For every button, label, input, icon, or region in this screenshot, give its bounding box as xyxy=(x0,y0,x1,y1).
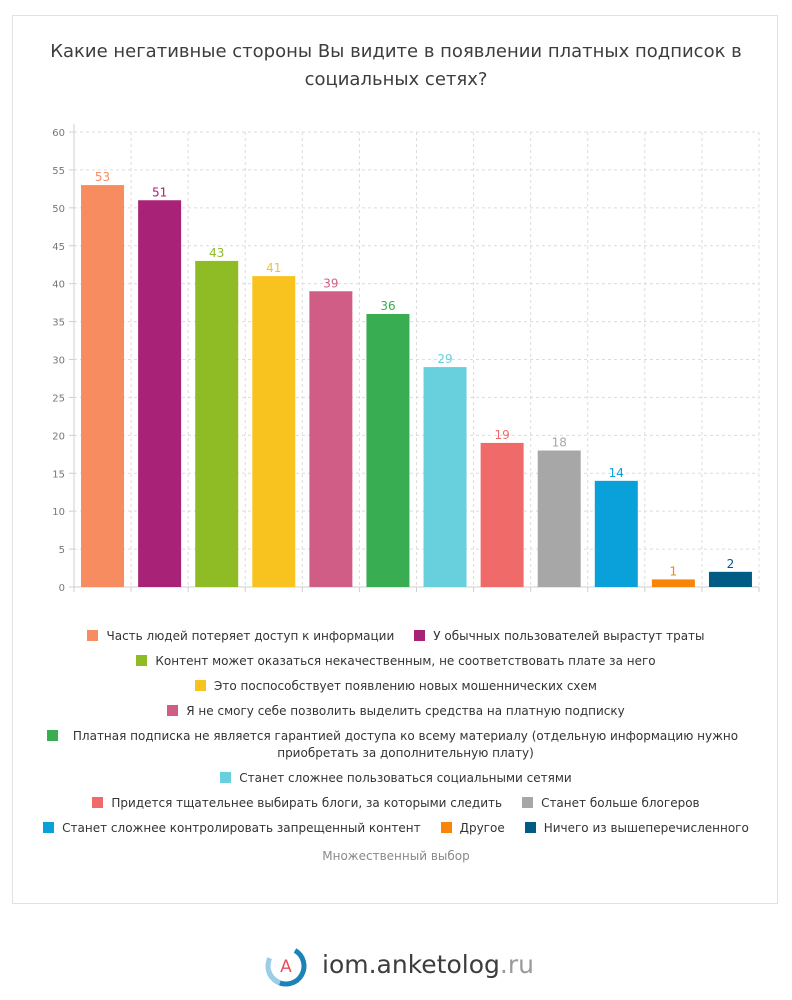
legend-row: Станет сложнее пользоваться социальными … xyxy=(33,770,759,787)
anketolog-logo-icon: A xyxy=(265,945,307,987)
legend-item[interactable]: Ничего из вышеперечисленного xyxy=(524,820,749,837)
legend-swatch xyxy=(440,822,452,833)
bar xyxy=(252,276,296,587)
legend-label: Это поспособствует появлению новых мошен… xyxy=(214,679,597,693)
legend-swatch xyxy=(195,680,207,691)
bar xyxy=(480,442,524,587)
bar-value-label: 14 xyxy=(609,466,624,480)
bar-value-label: 29 xyxy=(437,352,452,366)
legend-label: Станет сложнее пользоваться социальными … xyxy=(239,771,572,785)
bar-value-label: 51 xyxy=(152,185,167,199)
legend-swatch xyxy=(167,705,179,716)
y-tick-label: 25 xyxy=(52,393,65,404)
y-tick-label: 20 xyxy=(52,431,65,442)
legend-swatch xyxy=(414,630,426,641)
legend-swatch xyxy=(136,655,148,666)
y-tick-label: 60 xyxy=(52,128,65,139)
bar xyxy=(81,185,125,588)
svg-text:A: A xyxy=(280,957,292,977)
legend-row: Часть людей потеряет доступ к информации… xyxy=(33,628,759,645)
y-tick-label: 5 xyxy=(59,545,65,556)
chart-legend: Часть людей потеряет доступ к информации… xyxy=(33,628,759,845)
legend-item[interactable]: Другое xyxy=(440,820,505,837)
bar-value-label: 43 xyxy=(209,246,224,260)
chart-card: Какие негативные стороны Вы видите в поя… xyxy=(12,15,778,904)
bar xyxy=(708,571,752,587)
legend-swatch xyxy=(87,630,99,641)
legend-row: Я не смогу себе позволить выделить средс… xyxy=(33,703,759,720)
y-tick-label: 35 xyxy=(52,318,65,329)
legend-swatch xyxy=(43,822,55,833)
legend-label: Часть людей потеряет доступ к информации xyxy=(106,629,395,643)
legend-item[interactable]: Часть людей потеряет доступ к информации xyxy=(87,628,394,645)
legend-label: Станет больше блогеров xyxy=(541,796,700,810)
legend-label: Другое xyxy=(459,821,505,835)
y-tick-label: 50 xyxy=(52,204,65,215)
y-tick-label: 45 xyxy=(52,242,65,253)
y-tick-label: 10 xyxy=(52,507,65,518)
legend-swatch xyxy=(220,772,232,783)
bar-value-label: 36 xyxy=(380,299,395,313)
y-tick-label: 30 xyxy=(52,356,65,367)
y-tick-label: 0 xyxy=(59,583,65,594)
legend-swatch xyxy=(46,730,58,741)
multiple-choice-note: Множественный выбор xyxy=(322,849,470,863)
legend-row: Придется тщательнее выбирать блоги, за к… xyxy=(33,795,759,812)
legend-swatch xyxy=(522,797,534,808)
legend-item[interactable]: У обычных пользователей вырастут траты xyxy=(414,628,705,645)
bar-value-label: 53 xyxy=(95,170,110,184)
y-tick-label: 15 xyxy=(52,469,65,480)
legend-item[interactable]: Станет сложнее пользоваться социальными … xyxy=(220,770,572,787)
legend-item[interactable]: Я не смогу себе позволить выделить средс… xyxy=(167,703,625,720)
legend-item[interactable]: Контент может оказаться некачественным, … xyxy=(136,653,656,670)
bar xyxy=(309,291,353,587)
anketolog-logo[interactable]: A iom.anketolog.ru xyxy=(264,944,534,988)
legend-swatch xyxy=(92,797,104,808)
bar xyxy=(423,367,467,587)
legend-label: Я не смогу себе позволить выделить средс… xyxy=(186,704,625,718)
legend-item[interactable]: Платная подписка не является гарантией д… xyxy=(46,728,746,762)
bar-value-label: 39 xyxy=(323,276,338,290)
bar-value-label: 2 xyxy=(727,557,735,571)
y-tick-label: 40 xyxy=(52,280,65,291)
legend-item[interactable]: Станет больше блогеров xyxy=(522,795,700,812)
bar xyxy=(651,579,695,587)
legend-label: Придется тщательнее выбирать блоги, за к… xyxy=(111,796,503,810)
legend-label: Станет сложнее контролировать запрещенны… xyxy=(62,821,421,835)
bar xyxy=(195,260,239,587)
legend-label: Контент может оказаться некачественным, … xyxy=(155,654,656,668)
legend-swatch xyxy=(524,822,536,833)
legend-row: Контент может оказаться некачественным, … xyxy=(33,653,759,670)
legend-label: У обычных пользователей вырастут траты xyxy=(433,629,705,643)
legend-item[interactable]: Станет сложнее контролировать запрещенны… xyxy=(43,820,421,837)
bar-value-label: 18 xyxy=(552,436,567,450)
y-tick-label: 55 xyxy=(52,166,65,177)
bar-value-label: 19 xyxy=(494,428,509,442)
bar xyxy=(366,314,410,587)
bar xyxy=(594,480,638,587)
bar-chart: 0 5 10 15 20 25 30 35 40 45 50 55 60 53 51 43 41 39 36 29 19… xyxy=(52,124,760,594)
logo-wordmark: iom.anketolog.ru xyxy=(322,950,534,979)
legend-item[interactable]: Придется тщательнее выбирать блоги, за к… xyxy=(92,795,502,812)
legend-label: Платная подписка не является гарантией д… xyxy=(72,729,739,760)
bar xyxy=(537,450,581,587)
legend-row: Станет сложнее контролировать запрещенны… xyxy=(33,820,759,837)
legend-item[interactable]: Это поспособствует появлению новых мошен… xyxy=(195,678,597,695)
legend-row: Это поспособствует появлению новых мошен… xyxy=(33,678,759,695)
legend-label: Ничего из вышеперечисленного xyxy=(543,821,749,835)
bar-value-label: 1 xyxy=(670,564,678,578)
bar xyxy=(138,200,182,587)
legend-row: Платная подписка не является гарантией д… xyxy=(33,728,759,762)
bar-value-label: 41 xyxy=(266,261,281,275)
chart-title: Какие негативные стороны Вы видите в поя… xyxy=(50,41,742,90)
